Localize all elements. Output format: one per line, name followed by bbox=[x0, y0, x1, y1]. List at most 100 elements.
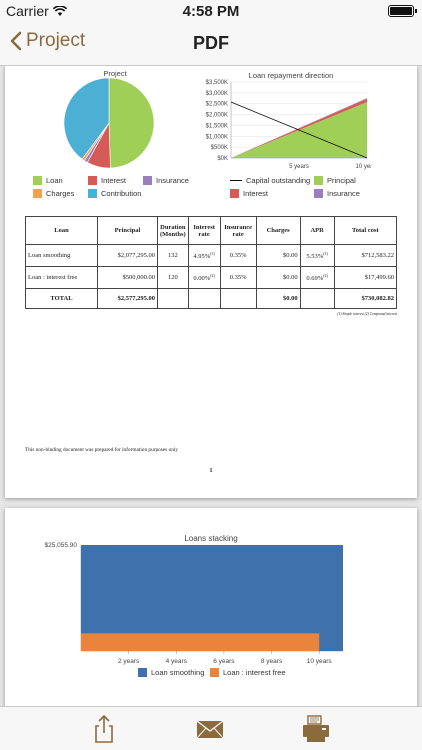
pdf-viewer[interactable]: Project Loan Interest Insurance Charges Cont… bbox=[0, 66, 422, 706]
table-total-row: TOTAL $2,577,295.00 $0.00 $730,082.82 bbox=[25, 288, 398, 309]
pie-slice-contribution bbox=[63, 77, 110, 160]
table-cell bbox=[157, 288, 189, 309]
x-tick-label: 10 years bbox=[307, 658, 333, 665]
legend-item: Interest bbox=[230, 189, 268, 198]
table-cell: 0.35% bbox=[219, 244, 257, 267]
area-legend: Capital outstanding Principal Interest Insu… bbox=[230, 176, 410, 200]
table-row: Loan : interest free $500,000.00 120 0.0… bbox=[25, 266, 398, 289]
pie-chart-title: Project bbox=[103, 69, 127, 78]
legend-item: Insurance bbox=[314, 189, 360, 198]
legend-swatch bbox=[143, 176, 152, 185]
area-series-interest bbox=[231, 98, 367, 158]
stacked-bar-chart: Loans stacking $25,055.90 2 years 4 years… bbox=[44, 534, 343, 665]
legend-label: Contribution bbox=[101, 189, 142, 198]
y-tick-label: $1,000K bbox=[206, 134, 228, 140]
legend-item: Interest bbox=[88, 176, 126, 185]
x-tick-label: 8 years bbox=[261, 658, 283, 665]
y-tick-label: $0K bbox=[217, 156, 228, 162]
pie-slice-loan bbox=[108, 77, 155, 169]
pie-slices bbox=[63, 77, 155, 169]
mail-icon bbox=[196, 720, 224, 739]
table-cell: $2,077,295.00 bbox=[97, 244, 158, 267]
legend-label: Charges bbox=[46, 189, 75, 198]
x-tick-label: 4 years bbox=[166, 658, 188, 665]
table-cell: TOTAL bbox=[25, 288, 98, 309]
share-button[interactable] bbox=[88, 713, 120, 745]
y-tick-label: $3,000K bbox=[206, 91, 228, 97]
pdf-page-2: Loans stacking $25,055.90 2 years 4 years… bbox=[5, 508, 417, 706]
back-button[interactable]: Project bbox=[10, 30, 85, 52]
legend-item: Loan bbox=[33, 176, 63, 185]
area-chart: Loan repayment direction $0K $500K $1,000K… bbox=[206, 71, 371, 170]
disclaimer-text: This non-binding document was prepared f… bbox=[25, 447, 178, 453]
table-cell: Loan : interest free bbox=[25, 266, 98, 289]
table-cell bbox=[187, 288, 221, 309]
legend-swatch bbox=[230, 189, 239, 198]
table-header: Interest rate bbox=[187, 216, 221, 245]
table-header: Loan bbox=[25, 216, 98, 245]
table-cell: 0.35% bbox=[219, 266, 257, 289]
legend-label: Loan bbox=[46, 176, 63, 185]
legend-item: Insurance bbox=[143, 176, 189, 185]
legend-label: Interest bbox=[101, 176, 127, 185]
legend-item: Contribution bbox=[88, 189, 141, 198]
share-icon bbox=[95, 714, 113, 743]
table-cell bbox=[299, 288, 335, 309]
table-cell: 132 bbox=[157, 244, 189, 267]
table-cell: $0.00 bbox=[255, 288, 301, 309]
table-header: Total cost bbox=[333, 216, 398, 245]
table-cell: 0.00%(2) bbox=[187, 266, 221, 289]
legend-label: Principal bbox=[327, 176, 356, 185]
legend-swatch bbox=[33, 189, 42, 198]
pie-chart: Project bbox=[63, 69, 155, 169]
navigation-bar: Project PDF bbox=[0, 22, 422, 66]
table-cell: $500,000.00 bbox=[97, 266, 158, 289]
print-button[interactable] bbox=[300, 713, 332, 745]
legend-item: Loan : interest free bbox=[210, 668, 286, 677]
back-button-label: Project bbox=[26, 30, 86, 51]
legend-label: Loan smoothing bbox=[151, 668, 205, 677]
legend-label: Interest bbox=[243, 189, 269, 198]
legend-swatch bbox=[138, 668, 147, 677]
y-tick-label: $3,500K bbox=[206, 80, 228, 86]
table-cell: $0.00 bbox=[255, 266, 301, 289]
table-header-row: Loan Principal Duration (Months) Interes… bbox=[25, 216, 398, 245]
table-header: APR bbox=[299, 216, 335, 245]
legend-label: Loan : interest free bbox=[223, 668, 286, 677]
legend-item: Loan smoothing bbox=[138, 668, 204, 677]
x-tick-label: 10 years bbox=[355, 164, 371, 170]
table-cell: $730,082.82 bbox=[333, 288, 398, 309]
table-cell: Loan smoothing bbox=[25, 244, 98, 267]
page-title: PDF bbox=[193, 33, 229, 53]
table-cell: $712,583.22 bbox=[333, 244, 398, 267]
y-tick-label: $500K bbox=[211, 145, 228, 151]
mail-button[interactable] bbox=[194, 713, 226, 745]
area-chart-title: Loan repayment direction bbox=[249, 71, 334, 80]
bar-chart-title: Loans stacking bbox=[184, 534, 237, 543]
x-tick-label: 5 years bbox=[289, 164, 309, 170]
legend-item: Capital outstanding bbox=[230, 176, 310, 185]
loans-table: Loan Principal Duration (Months) Interes… bbox=[25, 216, 398, 309]
x-tick-label: 6 years bbox=[213, 658, 235, 665]
pie-legend: Loan Interest Insurance Charges Contribution bbox=[33, 176, 203, 200]
legend-swatch bbox=[210, 668, 219, 677]
table-cell bbox=[219, 288, 257, 309]
legend-swatch bbox=[230, 180, 242, 181]
y-tick-label: $1,500K bbox=[206, 123, 228, 129]
legend-swatch bbox=[88, 176, 97, 185]
pdf-page-1: Project Loan Interest Insurance Charges Cont… bbox=[5, 66, 417, 498]
table-header: Duration (Months) bbox=[157, 216, 189, 245]
wifi-icon bbox=[52, 5, 67, 16]
legend-swatch bbox=[33, 176, 42, 185]
table-cell: 120 bbox=[157, 266, 189, 289]
table-cell: $0.00 bbox=[255, 244, 301, 267]
bottom-toolbar bbox=[0, 706, 422, 750]
x-tick-label: 2 years bbox=[118, 658, 140, 665]
y-tick-label: $2,000K bbox=[206, 113, 228, 119]
table-header: Principal bbox=[97, 216, 158, 245]
legend-label: Insurance bbox=[327, 189, 360, 198]
table-cell: 0.69%(2) bbox=[299, 266, 335, 289]
table-cell: 5.53%(1) bbox=[299, 244, 335, 267]
table-header: Insurance rate bbox=[219, 216, 257, 245]
legend-swatch bbox=[314, 189, 323, 198]
